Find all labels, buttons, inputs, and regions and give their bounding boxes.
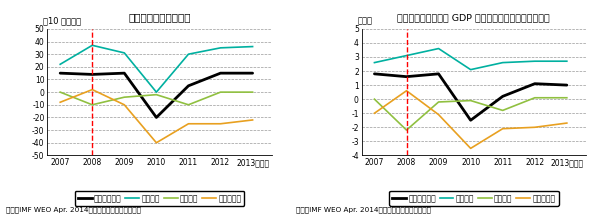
Text: 資料：IMF WEO Apr. 2014　データベースから作成。: 資料：IMF WEO Apr. 2014 データベースから作成。 — [296, 206, 431, 213]
Title: 民間資本フロー：対 GDP 比（サブサハラ・アフリカ）: 民間資本フロー：対 GDP 比（サブサハラ・アフリカ） — [397, 14, 550, 22]
Legend: 民間資本全体, 直接投資, 証券投資, その他投資: 民間資本全体, 直接投資, 証券投資, その他投資 — [75, 191, 244, 206]
Title: サブサハラ・アフリカ: サブサハラ・アフリカ — [128, 12, 191, 22]
Text: 資料：IMF WEO Apr. 2014　データベースから作成。: 資料：IMF WEO Apr. 2014 データベースから作成。 — [6, 206, 141, 213]
Legend: 民間資本全体, 直接投資, 証券投資, その他投資: 民間資本全体, 直接投資, 証券投資, その他投資 — [389, 191, 559, 206]
Text: （10 億ドル）: （10 億ドル） — [43, 16, 81, 25]
Text: （％）: （％） — [357, 16, 372, 25]
